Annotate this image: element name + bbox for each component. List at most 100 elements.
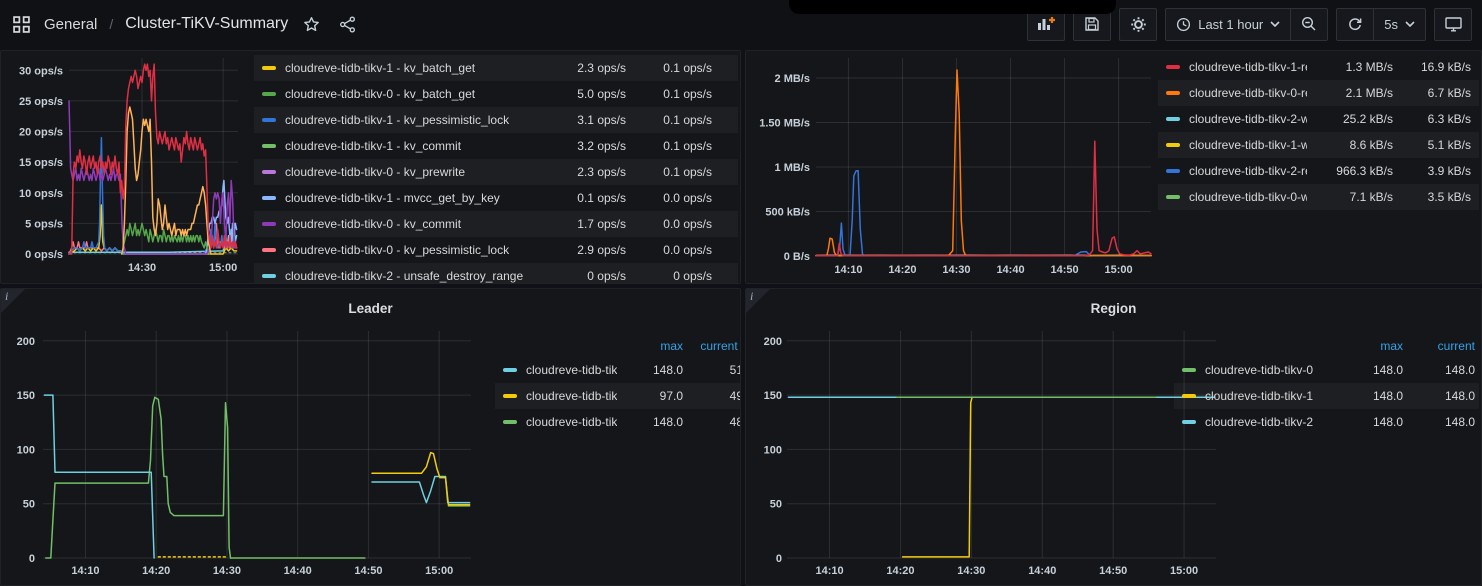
series-current-value: 51.0 [691, 363, 741, 377]
svg-text:50: 50 [770, 499, 782, 511]
panel-leader: i Leader 05010015020014:1014:2014:3014:4… [0, 288, 741, 586]
legend-row[interactable]: cloudreve-tidb-tikv-2148.051.0 [495, 357, 741, 383]
legend-sort-max[interactable]: max [625, 339, 683, 353]
legend-row[interactable]: cloudreve-tidb-tikv-1 - kv_pessimistic_l… [254, 107, 738, 133]
time-picker-group: Last 1 hour [1165, 8, 1328, 41]
legend-row[interactable]: cloudreve-tidb-tikv-0-write7.1 kB/s3.5 k… [1158, 184, 1479, 210]
series-label[interactable]: cloudreve-tidb-tikv-0 [1205, 363, 1337, 377]
series-label[interactable]: cloudreve-tidb-tikv-0-read [1189, 86, 1307, 100]
series-label[interactable]: cloudreve-tidb-tikv-1-write [1189, 138, 1307, 152]
series-current-value: 0.0 ops/s [634, 217, 712, 231]
series-label[interactable]: cloudreve-tidb-tikv-1 [1205, 389, 1337, 403]
legend-row[interactable]: cloudreve-tidb-tikv-1148.0148.0 [1174, 383, 1479, 409]
chevron-down-icon [1405, 21, 1415, 27]
series-label[interactable]: cloudreve-tidb-tikv-0 - kv_batch_get [285, 87, 543, 101]
series-label[interactable]: cloudreve-tidb-tikv-0 - kv_prewrite [285, 165, 543, 179]
share-icon[interactable] [334, 11, 360, 37]
time-range-picker[interactable]: Last 1 hour [1166, 9, 1290, 40]
zoom-out-time-button[interactable] [1291, 9, 1327, 40]
legend-sort-current[interactable]: current [1411, 339, 1475, 353]
series-current-value: 0.0 ops/s [634, 243, 712, 257]
series-color-swatch [1166, 143, 1180, 147]
series-max-value: 25.2 kB/s [1315, 112, 1393, 126]
refresh-interval-picker[interactable]: 5s [1374, 9, 1425, 40]
dashboards-grid-icon[interactable] [8, 11, 34, 37]
legend-row[interactable]: cloudreve-tidb-tikv-0-read2.1 MB/s6.7 kB… [1158, 80, 1479, 106]
legend-row[interactable]: cloudreve-tidb-tikv-1-read1.3 MB/s16.9 k… [1158, 54, 1479, 80]
series-label[interactable]: cloudreve-tidb-tikv-1 - kv_pessimistic_l… [285, 113, 543, 127]
series-label[interactable]: cloudreve-tidb-tikv-0-write [1189, 190, 1307, 204]
svg-text:15:00: 15:00 [1105, 264, 1133, 276]
series-label[interactable]: cloudreve-tidb-tikv-2-write [1189, 112, 1307, 126]
refresh-button[interactable] [1337, 9, 1373, 40]
series-label[interactable]: cloudreve-tidb-tikv-1-read [1189, 60, 1307, 74]
series-current-value: 0.1 ops/s [634, 61, 712, 75]
svg-text:15 ops/s: 15 ops/s [19, 157, 63, 169]
series-label[interactable]: cloudreve-tidb-tikv-0 [526, 415, 617, 429]
series-color-swatch [262, 196, 276, 200]
dashboard-title[interactable]: Cluster-TiKV-Summary [125, 15, 288, 33]
series-label[interactable]: cloudreve-tidb-tikv-1 - mvcc_get_by_key [285, 191, 543, 205]
svg-text:5 ops/s: 5 ops/s [25, 218, 63, 230]
series-current-value: 0.0 ops/s [634, 191, 712, 205]
legend-row[interactable]: cloudreve-tidb-tikv-197.049.0 [495, 383, 741, 409]
series-color-swatch [1166, 195, 1180, 199]
svg-text:14:20: 14:20 [888, 264, 916, 276]
refresh-interval-label: 5s [1384, 17, 1398, 32]
series-color-swatch [262, 92, 276, 96]
svg-text:200: 200 [764, 336, 782, 348]
series-current-value: 0.1 ops/s [634, 113, 712, 127]
series-label[interactable]: cloudreve-tidb-tikv-1 - kv_batch_get [285, 61, 543, 75]
legend-row[interactable]: cloudreve-tidb-tikv-2-read966.3 kB/s3.9 … [1158, 158, 1479, 184]
legend-sort-max[interactable]: max [1345, 339, 1403, 353]
legend-row[interactable]: cloudreve-tidb-tikv-0 - kv_prewrite2.3 o… [254, 159, 738, 185]
series-label[interactable]: cloudreve-tidb-tikv-2-read [1189, 164, 1307, 178]
series-label[interactable]: cloudreve-tidb-tikv-2 [1205, 415, 1337, 429]
chart-leader[interactable]: 05010015020014:1014:2014:3014:4014:5015:… [1, 289, 740, 585]
series-max-value: 0.1 ops/s [551, 191, 626, 205]
svg-text:0 ops/s: 0 ops/s [25, 249, 63, 261]
legend-row[interactable]: cloudreve-tidb-tikv-2-write25.2 kB/s6.3 … [1158, 106, 1479, 132]
legend-row[interactable]: cloudreve-tidb-tikv-2 - unsafe_destroy_r… [254, 263, 738, 284]
legend-row[interactable]: cloudreve-tidb-tikv-0 - kv_pessimistic_l… [254, 237, 738, 263]
series-label[interactable]: cloudreve-tidb-tikv-2 [526, 363, 617, 377]
svg-text:14:40: 14:40 [1028, 565, 1056, 577]
series-label[interactable]: cloudreve-tidb-tikv-0 - kv_pessimistic_l… [285, 243, 543, 257]
series-max-value: 966.3 kB/s [1315, 164, 1393, 178]
legend-row[interactable]: cloudreve-tidb-tikv-2148.0148.0 [1174, 409, 1479, 435]
legend-row[interactable]: cloudreve-tidb-tikv-0148.048.0 [495, 409, 741, 435]
series-label[interactable]: cloudreve-tidb-tikv-1 - kv_commit [285, 139, 543, 153]
series-label[interactable]: cloudreve-tidb-tikv-1 [526, 389, 617, 403]
svg-text:100: 100 [17, 444, 35, 456]
series-color-swatch [1182, 420, 1196, 424]
dashboard-settings-button[interactable] [1119, 8, 1157, 41]
legend-row[interactable]: cloudreve-tidb-tikv-1 - mvcc_get_by_key 0… [254, 185, 738, 211]
legend-header: xmaxcurrent [1174, 335, 1479, 357]
legend-row[interactable]: cloudreve-tidb-tikv-0 - kv_batch_get5.0 … [254, 81, 738, 107]
legend-row[interactable]: cloudreve-tidb-tikv-1 - kv_commit3.2 ops… [254, 133, 738, 159]
svg-text:20 ops/s: 20 ops/s [19, 127, 63, 139]
series-label[interactable]: cloudreve-tidb-tikv-0 - kv_commit [285, 217, 543, 231]
svg-text:10 ops/s: 10 ops/s [19, 188, 63, 200]
series-current-value: 5.1 kB/s [1401, 138, 1471, 152]
star-icon[interactable] [298, 11, 324, 37]
series-max-value: 3.1 ops/s [551, 113, 626, 127]
svg-text:0 B/s: 0 B/s [784, 251, 810, 263]
legend-sort-current[interactable]: current [691, 339, 741, 353]
series-label[interactable]: cloudreve-tidb-tikv-2 - unsafe_destroy_r… [285, 269, 543, 283]
panel-info-corner-icon[interactable]: i [1, 289, 25, 313]
series-color-swatch [262, 144, 276, 148]
refresh-group: 5s [1336, 8, 1426, 41]
panel-info-corner-icon[interactable]: i [746, 289, 770, 313]
chart-region[interactable]: 05010015020014:1014:2014:3014:4014:5015:… [746, 289, 1481, 585]
legend-row[interactable]: cloudreve-tidb-tikv-1 - kv_batch_get2.3 … [254, 55, 738, 81]
cycle-view-mode-button[interactable] [1434, 8, 1472, 41]
svg-text:14:50: 14:50 [1050, 264, 1078, 276]
legend-row[interactable]: cloudreve-tidb-tikv-0148.0148.0 [1174, 357, 1479, 383]
zoom-out-icon [1301, 16, 1317, 32]
legend-row[interactable]: cloudreve-tidb-tikv-1-write 8.6 kB/s 5.1 k… [1158, 132, 1479, 158]
legend-row[interactable]: cloudreve-tidb-tikv-0 - kv_commit1.7 ops… [254, 211, 738, 237]
breadcrumb-section[interactable]: General [44, 16, 97, 33]
series-max-value: 8.6 kB/s [1315, 138, 1393, 152]
series-current-value: 16.9 kB/s [1401, 60, 1471, 74]
